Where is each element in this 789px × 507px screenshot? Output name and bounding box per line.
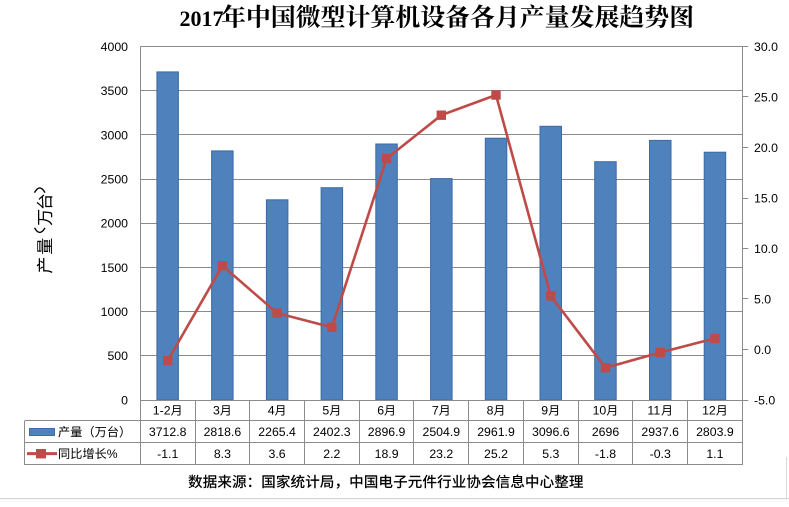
svg-text:20.0: 20.0 [754,141,778,155]
svg-text:15.0: 15.0 [754,191,778,205]
svg-text:25.0: 25.0 [754,90,778,104]
svg-text:0: 0 [121,393,128,407]
svg-text:2.2: 2.2 [323,447,340,461]
svg-text:3500: 3500 [101,84,129,98]
svg-text:11: 11 [647,404,660,418]
svg-text:2937.6: 2937.6 [641,425,679,439]
svg-text:2803.9: 2803.9 [696,425,734,439]
svg-text:3000: 3000 [101,128,129,142]
svg-text:4: 4 [268,404,275,418]
svg-text:2402.3: 2402.3 [313,425,351,439]
svg-text:-1.8: -1.8 [595,447,616,461]
svg-text:500: 500 [107,349,128,363]
svg-text:2818.6: 2818.6 [204,425,242,439]
svg-text:3: 3 [213,404,220,418]
svg-text:9: 9 [541,404,548,418]
svg-text:1.1: 1.1 [706,447,723,461]
svg-text:1000: 1000 [101,305,129,319]
svg-text:2504.9: 2504.9 [422,425,460,439]
svg-text:-0.3: -0.3 [650,447,671,461]
svg-text:1-2: 1-2 [153,404,171,418]
svg-text:2961.9: 2961.9 [477,425,515,439]
svg-text:25.2: 25.2 [484,447,508,461]
svg-text:18.9: 18.9 [375,447,399,461]
svg-text:3.6: 3.6 [269,447,286,461]
svg-text:6: 6 [377,404,384,418]
svg-text:5.3: 5.3 [542,447,559,461]
svg-text:-1.1: -1.1 [157,447,178,461]
svg-text:10: 10 [593,404,607,418]
svg-text:8: 8 [487,404,494,418]
svg-text:1500: 1500 [101,261,129,275]
svg-text:7: 7 [432,404,439,418]
svg-text:23.2: 23.2 [429,447,453,461]
svg-text:3712.8: 3712.8 [149,425,187,439]
svg-text:5.0: 5.0 [754,292,771,306]
svg-text:2265.4: 2265.4 [258,425,296,439]
svg-text:10.0: 10.0 [754,242,778,256]
svg-text:5: 5 [322,404,329,418]
svg-text:8.3: 8.3 [214,447,231,461]
svg-text:%: % [107,447,118,461]
svg-text:2017: 2017 [180,6,224,31]
svg-text:3096.6: 3096.6 [532,425,570,439]
svg-text:2500: 2500 [101,173,129,187]
svg-text:0.0: 0.0 [754,343,771,357]
svg-text:4000: 4000 [101,40,129,54]
svg-text:-5.0: -5.0 [754,393,775,407]
svg-text:30.0: 30.0 [754,40,778,54]
svg-text:2696: 2696 [592,425,620,439]
svg-text:2896.9: 2896.9 [368,425,406,439]
svg-text:12: 12 [702,404,716,418]
svg-text:2000: 2000 [101,217,129,231]
